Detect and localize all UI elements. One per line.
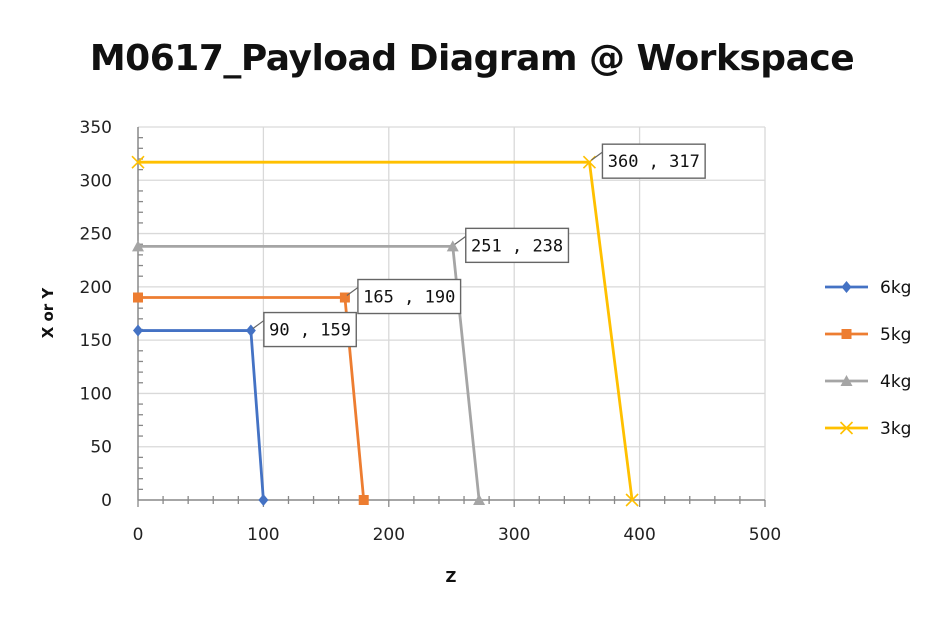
data-point-4kg xyxy=(473,494,486,505)
data-label-leader xyxy=(591,151,603,161)
x-axis-label: Z xyxy=(446,568,457,586)
legend-label: 4kg xyxy=(880,372,911,392)
y-tick-label: 150 xyxy=(80,331,112,351)
data-labels: 90 , 159 165 , 190 251 , 238 360 , 317 xyxy=(252,143,706,348)
y-tick-label: 350 xyxy=(80,118,112,138)
x-tick-label: 100 xyxy=(247,525,279,545)
data-point-5kg xyxy=(339,292,350,303)
data-label-leader xyxy=(252,320,265,330)
series-group xyxy=(131,155,639,507)
legend-item-3kg: 3kg xyxy=(825,419,911,439)
x-tick-label: 500 xyxy=(749,525,781,545)
x-tick-label: 300 xyxy=(498,525,530,545)
legend-marker xyxy=(841,281,852,293)
data-point-3kg xyxy=(625,493,639,507)
data-label-box xyxy=(601,143,706,179)
data-label-text: 251 , 238 xyxy=(471,236,563,256)
legend-label: 5kg xyxy=(880,325,911,345)
y-tick-label: 50 xyxy=(90,438,112,458)
chart-title: M0617_Payload Diagram @ Workspace xyxy=(89,38,855,79)
x-tick-label: 200 xyxy=(373,525,405,545)
data-label-box xyxy=(465,227,570,264)
y-tick-label: 250 xyxy=(80,225,112,245)
data-label-leader xyxy=(346,287,359,296)
series-line-6kg xyxy=(138,329,265,501)
data-label-leader xyxy=(454,235,467,245)
legend-marker xyxy=(840,375,853,386)
legend-marker xyxy=(841,329,852,339)
data-point-6kg xyxy=(133,324,143,337)
data-label-box xyxy=(357,278,462,315)
data-label-6kg: 90 , 159 xyxy=(252,311,357,348)
data-label-5kg: 165 , 190 xyxy=(346,278,462,315)
series-4kg xyxy=(132,240,486,505)
data-label-4kg: 251 , 238 xyxy=(454,227,570,264)
series-6kg xyxy=(133,324,269,506)
data-label-3kg: 360 , 317 xyxy=(591,143,706,179)
y-tick-label: 200 xyxy=(80,278,112,298)
legend-label: 6kg xyxy=(880,278,911,298)
y-tick-label: 300 xyxy=(80,171,112,191)
legend-item-6kg: 6kg xyxy=(825,278,911,298)
series-5kg xyxy=(133,292,369,505)
data-point-5kg xyxy=(133,292,143,303)
data-label-box xyxy=(263,311,357,348)
data-point-6kg xyxy=(258,494,269,506)
data-label-text: 90 , 159 xyxy=(269,321,351,341)
data-point-4kg xyxy=(132,240,144,252)
y-tick-label: 100 xyxy=(80,384,112,404)
data-point-4kg xyxy=(446,240,459,252)
data-label-text: 360 , 317 xyxy=(608,152,700,172)
series-3kg xyxy=(131,155,639,507)
y-tick-label: 0 xyxy=(101,491,112,511)
data-label-text: 165 , 190 xyxy=(363,288,455,308)
axes: 0 50 100 150 200 250 300 350 0 100 200 300 400 500 xyxy=(80,118,782,545)
legend-label: 3kg xyxy=(880,419,911,439)
legend: 6kg 5kg 4kg 3kg xyxy=(825,278,911,439)
gridlines xyxy=(138,126,766,500)
legend-item-5kg: 5kg xyxy=(825,325,911,345)
legend-item-4kg: 4kg xyxy=(825,372,911,392)
data-point-3kg xyxy=(131,155,145,169)
data-point-5kg xyxy=(358,495,369,505)
data-point-6kg xyxy=(245,324,256,337)
legend-marker xyxy=(839,421,854,435)
y-axis-label: X or Y xyxy=(39,287,57,339)
x-tick-label: 400 xyxy=(623,525,655,545)
x-tick-label: 0 xyxy=(133,525,144,545)
